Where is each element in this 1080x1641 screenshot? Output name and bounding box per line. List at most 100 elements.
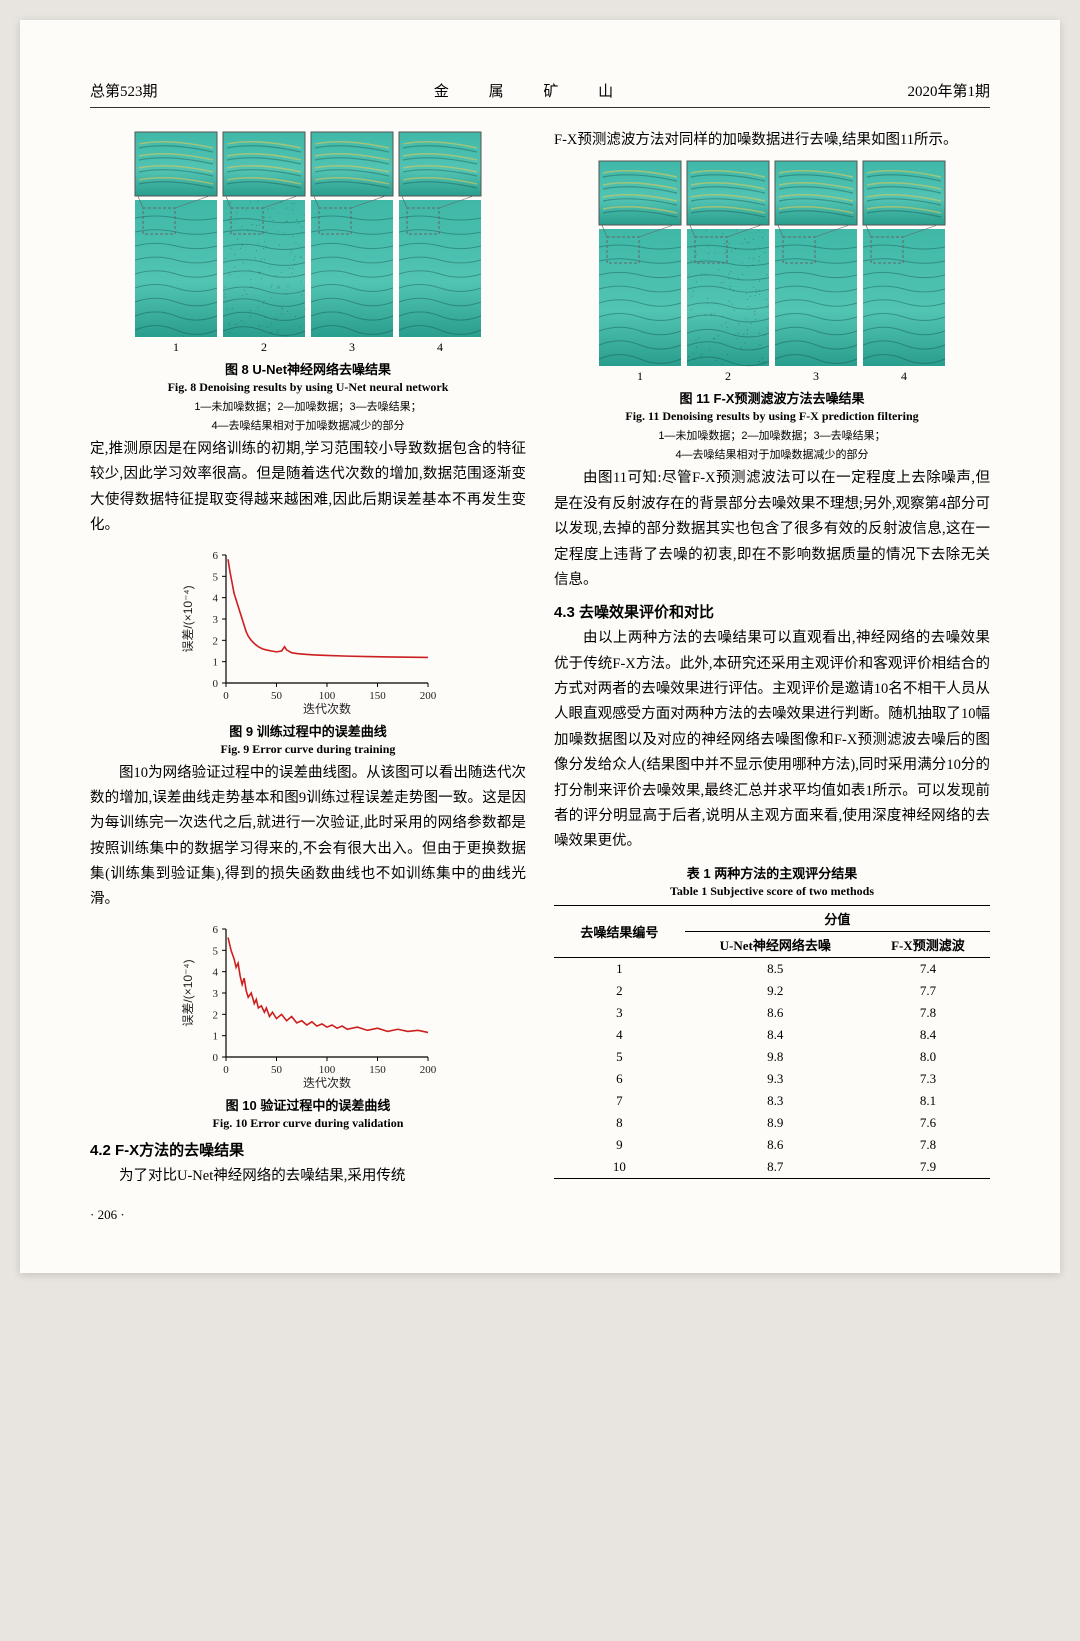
svg-text:2: 2 bbox=[261, 340, 267, 354]
table-cell: 8.1 bbox=[866, 1090, 990, 1112]
section-4-2-text: 为了对比U-Net神经网络的去噪结果,采用传统 bbox=[90, 1164, 526, 1189]
table-cell: 10 bbox=[554, 1156, 685, 1179]
fig10-caption-cn: 图 10 验证过程中的误差曲线 bbox=[90, 1095, 526, 1114]
svg-text:误差/(×10⁻⁴): 误差/(×10⁻⁴) bbox=[181, 959, 195, 1026]
figure-10: 0501001502000123456迭代次数误差/(×10⁻⁴) bbox=[90, 921, 526, 1091]
svg-text:200: 200 bbox=[420, 1064, 437, 1076]
table-cell: 7.3 bbox=[866, 1068, 990, 1090]
svg-text:6: 6 bbox=[213, 550, 219, 562]
right-column: F-X预测滤波方法对同样的加噪数据进行去噪,结果如图11所示。 1 2 3 4 图 1… bbox=[554, 124, 990, 1189]
table-row: 18.57.4 bbox=[554, 957, 990, 980]
svg-text:150: 150 bbox=[369, 690, 386, 702]
page: 总第523期 金 属 矿 山 2020年第1期 1 2 3 4 图 8 U-Net神经… bbox=[20, 20, 1060, 1273]
table-cell: 9.2 bbox=[685, 980, 866, 1002]
table1-caption-cn: 表 1 两种方法的主观评分结果 bbox=[554, 863, 990, 882]
header-center: 金 属 矿 山 bbox=[434, 80, 631, 101]
svg-text:50: 50 bbox=[271, 690, 283, 702]
svg-text:3: 3 bbox=[813, 369, 819, 383]
right-para-top: F-X预测滤波方法对同样的加噪数据进行去噪,结果如图11所示。 bbox=[554, 128, 990, 153]
svg-text:4: 4 bbox=[213, 966, 219, 978]
svg-text:1: 1 bbox=[213, 656, 219, 668]
table-cell: 7 bbox=[554, 1090, 685, 1112]
table-1-table: 去噪结果编号 分值 U-Net神经网络去噪 F-X预测滤波 18.57.429.… bbox=[554, 905, 990, 1179]
table-row: 48.48.4 bbox=[554, 1024, 990, 1046]
figure-9-svg: 0501001502000123456迭代次数误差/(×10⁻⁴) bbox=[178, 547, 438, 717]
table-cell: 7.8 bbox=[866, 1002, 990, 1024]
table-cell: 7.8 bbox=[866, 1134, 990, 1156]
paragraph-2: 图10为网络验证过程中的误差曲线图。从该图可以看出随迭代次数的增加,误差曲线走势… bbox=[90, 761, 526, 913]
page-header: 总第523期 金 属 矿 山 2020年第1期 bbox=[90, 80, 990, 108]
fig11-legend1: 1—未加噪数据；2—加噪数据；3—去噪结果； bbox=[554, 427, 990, 443]
fig8-caption-cn: 图 8 U-Net神经网络去噪结果 bbox=[90, 359, 526, 378]
svg-text:0: 0 bbox=[213, 1052, 219, 1064]
svg-text:2: 2 bbox=[725, 369, 731, 383]
table-cell: 8.6 bbox=[685, 1002, 866, 1024]
svg-text:1: 1 bbox=[637, 369, 643, 383]
table-row: 29.27.7 bbox=[554, 980, 990, 1002]
fig8-legend1: 1—未加噪数据；2—加噪数据；3—去噪结果； bbox=[90, 398, 526, 414]
section-4-3-heading: 4.3 去噪效果评价和对比 bbox=[554, 601, 990, 622]
table-row: 108.77.9 bbox=[554, 1156, 990, 1179]
table-cell: 7.6 bbox=[866, 1112, 990, 1134]
fig8-caption-en: Fig. 8 Denoising results by using U-Net … bbox=[90, 380, 526, 395]
table-row: 78.38.1 bbox=[554, 1090, 990, 1112]
svg-text:3: 3 bbox=[213, 988, 219, 1000]
header-right: 2020年第1期 bbox=[907, 80, 990, 101]
table-cell: 6 bbox=[554, 1068, 685, 1090]
table-col-group: 分值 bbox=[685, 905, 990, 931]
table-col-1: U-Net神经网络去噪 bbox=[685, 931, 866, 957]
svg-text:4: 4 bbox=[213, 592, 219, 604]
table-row: 69.37.3 bbox=[554, 1068, 990, 1090]
table-cell: 8.3 bbox=[685, 1090, 866, 1112]
fig11-legend2: 4—去噪结果相对于加噪数据减少的部分 bbox=[554, 446, 990, 462]
page-number: · 206 · bbox=[90, 1207, 990, 1223]
figure-11-svg: 1 2 3 4 bbox=[592, 159, 952, 384]
svg-text:0: 0 bbox=[223, 690, 229, 702]
figure-9: 0501001502000123456迭代次数误差/(×10⁻⁴) bbox=[90, 547, 526, 717]
table-cell: 7.7 bbox=[866, 980, 990, 1002]
table-cell: 9 bbox=[554, 1134, 685, 1156]
table-cell: 2 bbox=[554, 980, 685, 1002]
table-cell: 8.6 bbox=[685, 1134, 866, 1156]
svg-text:3: 3 bbox=[349, 340, 355, 354]
svg-text:200: 200 bbox=[420, 690, 437, 702]
svg-text:50: 50 bbox=[271, 1064, 283, 1076]
table-cell: 7.4 bbox=[866, 957, 990, 980]
svg-text:100: 100 bbox=[319, 1064, 336, 1076]
table-col-2: F-X预测滤波 bbox=[866, 931, 990, 957]
figure-10-svg: 0501001502000123456迭代次数误差/(×10⁻⁴) bbox=[178, 921, 438, 1091]
table-1-body: 18.57.429.27.738.67.848.48.459.88.069.37… bbox=[554, 957, 990, 1178]
svg-text:5: 5 bbox=[213, 571, 219, 583]
svg-text:迭代次数: 迭代次数 bbox=[303, 701, 351, 716]
table-row: 98.67.8 bbox=[554, 1134, 990, 1156]
table-cell: 8.7 bbox=[685, 1156, 866, 1179]
figure-8: 1 2 3 4 bbox=[90, 130, 526, 355]
svg-text:1: 1 bbox=[173, 340, 179, 354]
svg-text:迭代次数: 迭代次数 bbox=[303, 1075, 351, 1090]
fig9-caption-cn: 图 9 训练过程中的误差曲线 bbox=[90, 721, 526, 740]
svg-text:4: 4 bbox=[437, 340, 443, 354]
svg-text:4: 4 bbox=[901, 369, 907, 383]
section-4-3-text: 由以上两种方法的去噪结果可以直观看出,神经网络的去噪效果优于传统F-X方法。此外… bbox=[554, 626, 990, 854]
table-cell: 4 bbox=[554, 1024, 685, 1046]
table-cell: 8.4 bbox=[685, 1024, 866, 1046]
fig11-caption-en: Fig. 11 Denoising results by using F-X p… bbox=[554, 409, 990, 424]
section-4-2-heading: 4.2 F-X方法的去噪结果 bbox=[90, 1139, 526, 1160]
svg-text:100: 100 bbox=[319, 690, 336, 702]
fig8-legend2: 4—去噪结果相对于加噪数据减少的部分 bbox=[90, 417, 526, 433]
svg-text:5: 5 bbox=[213, 945, 219, 957]
table-cell: 8.5 bbox=[685, 957, 866, 980]
figure-11: 1 2 3 4 bbox=[554, 159, 990, 384]
svg-text:150: 150 bbox=[369, 1064, 386, 1076]
fig11-caption-cn: 图 11 F-X预测滤波方法去噪结果 bbox=[554, 388, 990, 407]
table-cell: 7.9 bbox=[866, 1156, 990, 1179]
table-row: 38.67.8 bbox=[554, 1002, 990, 1024]
svg-text:3: 3 bbox=[213, 614, 219, 626]
table-cell: 8 bbox=[554, 1112, 685, 1134]
right-para-after-11: 由图11可知:尽管F-X预测滤波法可以在一定程度上去除噪声,但是在没有反射波存在… bbox=[554, 466, 990, 593]
table-cell: 9.8 bbox=[685, 1046, 866, 1068]
table-cell: 9.3 bbox=[685, 1068, 866, 1090]
table-cell: 8.4 bbox=[866, 1024, 990, 1046]
svg-text:2: 2 bbox=[213, 1009, 219, 1021]
table-cell: 8.9 bbox=[685, 1112, 866, 1134]
